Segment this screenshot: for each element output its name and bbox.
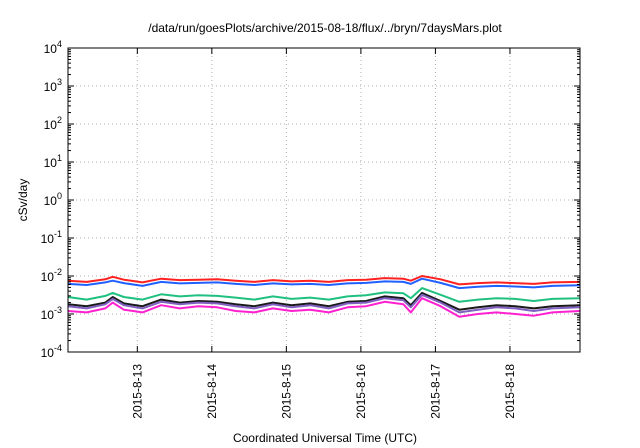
y-tick-label: 10-2 — [41, 267, 62, 284]
x-tick-label: 2015-8-16 — [354, 364, 368, 419]
y-axis: 10-4 10-3 10-2 10-1 100 101 102 103 104 — [41, 39, 580, 360]
series-group — [67, 275, 581, 318]
x-axis: 2015-8-13 2015-8-14 2015-8-15 2015-8-16 2015… — [130, 48, 517, 419]
chart-title: /data/run/goesPlots/archive/2015-08-18/f… — [148, 21, 502, 35]
series-line-2 — [67, 277, 581, 290]
series-line-3 — [67, 287, 581, 303]
x-axis-label: Coordinated Universal Time (UTC) — [233, 431, 417, 445]
series-line-1 — [67, 275, 581, 286]
y-tick-label: 10-3 — [41, 305, 62, 322]
x-tick-label: 2015-8-15 — [279, 364, 293, 419]
y-tick-label: 102 — [44, 115, 62, 132]
series-line-5 — [67, 293, 581, 314]
series-line-6 — [67, 297, 581, 318]
y-tick-label: 100 — [44, 191, 62, 208]
y-tick-label: 10-4 — [41, 343, 62, 360]
y-tick-label: 104 — [44, 39, 62, 56]
y-tick-label: 101 — [44, 153, 62, 170]
y-tick-label: 103 — [44, 77, 62, 94]
x-tick-label: 2015-8-13 — [130, 364, 144, 419]
grid — [68, 48, 580, 352]
y-axis-label: cSv/day — [16, 179, 30, 222]
x-tick-label: 2015-8-14 — [205, 364, 219, 419]
y-tick-label: 10-1 — [41, 229, 62, 246]
x-tick-label: 2015-8-17 — [428, 364, 442, 419]
x-tick-label: 2015-8-18 — [503, 364, 517, 419]
series-line-4 — [67, 291, 581, 311]
